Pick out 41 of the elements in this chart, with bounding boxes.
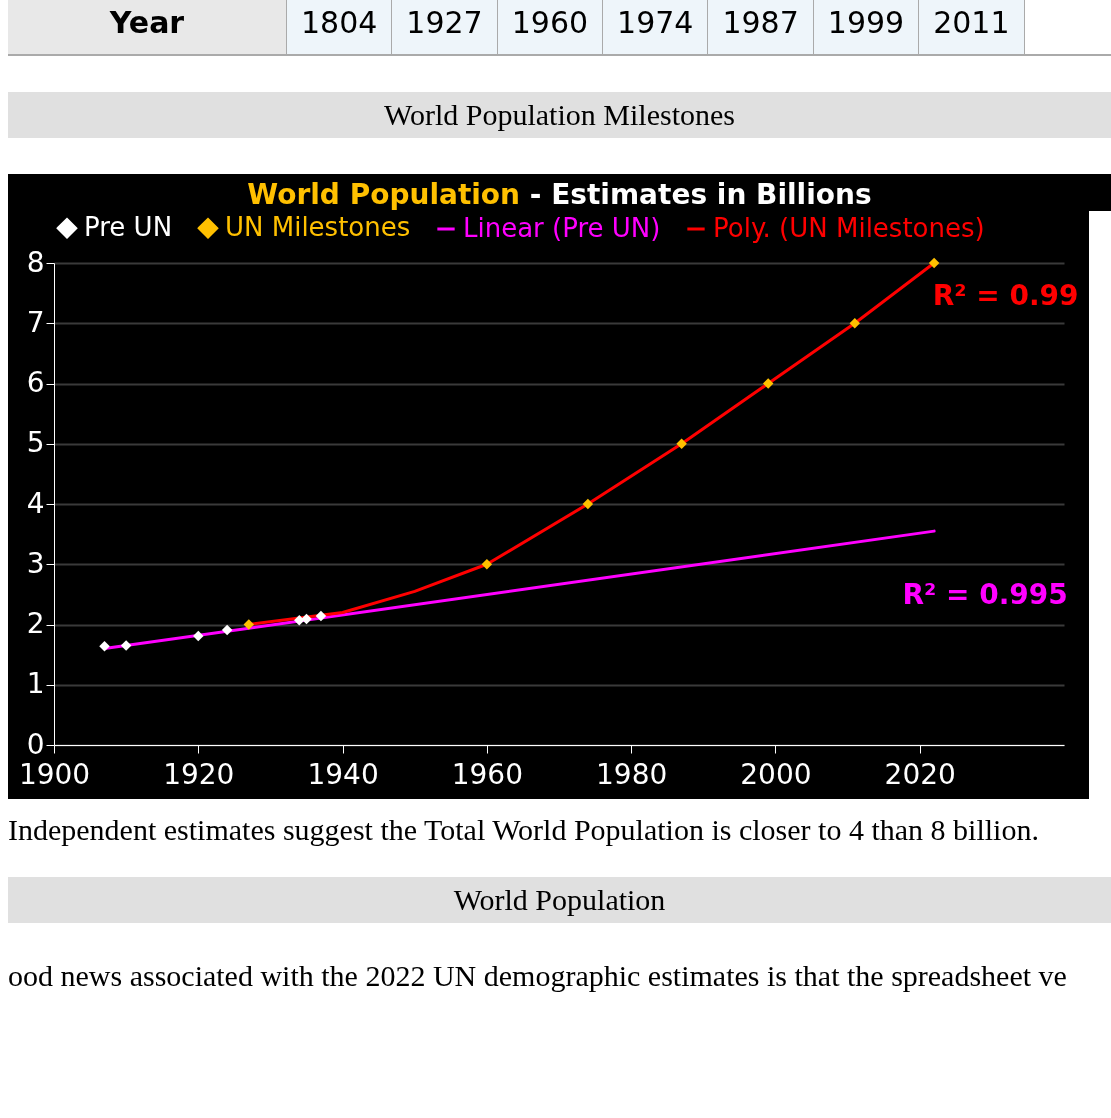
y-tick-label: 4 — [26, 486, 45, 520]
point — [99, 640, 110, 652]
y-tick-label: 6 — [26, 366, 45, 399]
x-tick-label: 1940 — [307, 757, 379, 791]
point — [481, 559, 493, 570]
annotation: R² = 0.995 — [902, 577, 1068, 611]
point — [582, 498, 594, 510]
legend-label: Linear (Pre UN) — [463, 213, 661, 243]
point — [849, 318, 861, 329]
point — [315, 610, 327, 622]
point — [928, 257, 940, 269]
text: Year 1804 1927 1960 1974 1987 1999 2011 — [109, 5, 1010, 40]
x-tick-label: 1920 — [163, 757, 235, 791]
text: ood news associated with the 2022 UN demographic estimates is that the spreadsheet ve — [8, 959, 1068, 993]
legend-label: UN Milestones — [225, 212, 411, 243]
point — [301, 613, 312, 625]
x-tick-label: 2020 — [884, 757, 956, 791]
annotation: R² = 0.99 — [932, 278, 1079, 312]
y-tick-label: 5 — [26, 426, 45, 460]
text: Independent estimates suggest the Total World Population is closer to 4 than 8 billion. — [8, 813, 1040, 847]
y-tick-label: 1 — [26, 667, 45, 701]
legend-label: Poly. (UN Milestones) — [713, 213, 985, 243]
point — [294, 615, 305, 626]
chart-subtitle: - Estimates in Billions — [528, 178, 872, 211]
point — [676, 438, 687, 449]
point — [120, 640, 132, 651]
y-tick-label: 2 — [26, 607, 45, 640]
legend-label: Pre UN — [84, 212, 173, 243]
chart-title: World Population — [247, 178, 521, 211]
x-tick-label: 2000 — [740, 757, 812, 791]
x-tick-label: 1980 — [596, 757, 668, 791]
point — [221, 624, 233, 636]
y-tick-label: 3 — [26, 546, 45, 580]
text: World Population — [8, 877, 1111, 923]
point — [243, 619, 255, 630]
point — [762, 378, 774, 389]
point — [193, 630, 204, 642]
y-tick-label: 7 — [26, 305, 45, 339]
text: World Population Milestones — [8, 92, 1111, 138]
y-tick-label: 8 — [26, 245, 45, 279]
x-tick-label: 1960 — [451, 757, 523, 791]
